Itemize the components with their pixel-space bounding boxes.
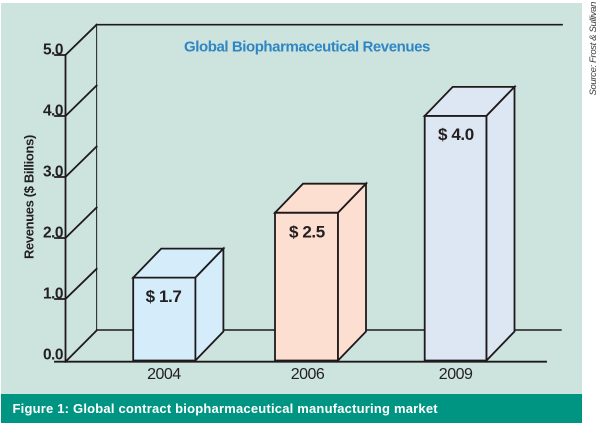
svg-text:3.0: 3.0 xyxy=(43,164,63,181)
svg-text:$ 2.5: $ 2.5 xyxy=(289,222,325,241)
svg-text:4.0: 4.0 xyxy=(43,103,63,120)
svg-text:0.0: 0.0 xyxy=(43,347,63,364)
svg-text:2004: 2004 xyxy=(147,366,181,383)
svg-text:1.0: 1.0 xyxy=(43,286,63,303)
svg-text:$ 4.0: $ 4.0 xyxy=(438,125,474,144)
svg-text:Source: Frost & Sullivan: Source: Frost & Sullivan xyxy=(588,2,599,96)
svg-text:5.0: 5.0 xyxy=(43,42,63,59)
svg-text:Revenues ($ Billions): Revenues ($ Billions) xyxy=(22,135,37,259)
svg-text:2006: 2006 xyxy=(291,366,325,383)
svg-text:$ 1.7: $ 1.7 xyxy=(146,287,182,306)
svg-text:Global Biopharmaceutical Reven: Global Biopharmaceutical Revenues xyxy=(184,38,430,55)
svg-text:2.0: 2.0 xyxy=(43,225,63,242)
svg-text:2009: 2009 xyxy=(439,366,473,383)
